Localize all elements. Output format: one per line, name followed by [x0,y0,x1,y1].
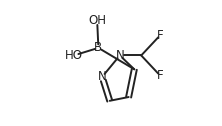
Text: HO: HO [65,49,83,62]
Text: N: N [98,70,107,83]
Text: OH: OH [88,14,106,27]
Text: B: B [94,41,103,54]
Text: F: F [157,29,163,42]
Text: F: F [157,69,163,82]
Text: N: N [115,49,124,62]
